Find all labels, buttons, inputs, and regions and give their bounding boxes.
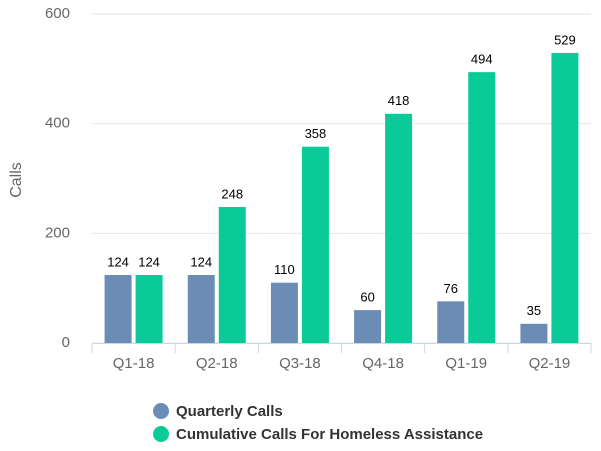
y-tick-label: 600	[45, 5, 70, 22]
value-label: 529	[554, 32, 576, 47]
value-label: 494	[471, 52, 493, 67]
bar	[385, 113, 413, 344]
bar	[301, 146, 329, 343]
bar	[437, 301, 465, 343]
bar	[135, 275, 163, 343]
bar	[551, 52, 579, 343]
value-label: 76	[444, 281, 458, 296]
bar	[218, 207, 246, 343]
value-label: 124	[138, 254, 160, 269]
x-tick-label: Q4-18	[362, 355, 404, 372]
value-label: 248	[221, 186, 243, 201]
bar	[104, 275, 132, 343]
y-tick-label: 400	[45, 115, 70, 132]
value-label: 124	[107, 254, 129, 269]
x-tick-label: Q1-18	[113, 355, 155, 372]
x-tick-label: Q1-19	[445, 355, 487, 372]
y-axis-label: Calls	[8, 162, 25, 198]
legend-label: Cumulative Calls For Homeless Assistance	[176, 426, 483, 443]
value-label: 358	[305, 126, 327, 141]
legend-label: Quarterly Calls	[176, 403, 283, 420]
legend-marker	[153, 426, 169, 442]
y-tick-label: 0	[62, 334, 70, 351]
bar	[187, 275, 215, 343]
value-label: 110	[274, 262, 295, 277]
x-tick-label: Q2-18	[196, 355, 238, 372]
bar	[270, 282, 298, 343]
legend-marker	[153, 403, 169, 419]
value-label: 60	[360, 290, 374, 305]
y-tick-label: 200	[45, 224, 70, 241]
value-label: 35	[527, 303, 541, 318]
x-tick-label: Q2-19	[529, 355, 571, 372]
bar	[520, 323, 548, 343]
x-tick-label: Q3-18	[279, 355, 321, 372]
value-label: 418	[388, 93, 410, 108]
value-label: 124	[190, 254, 212, 269]
bar	[468, 72, 496, 343]
bar	[354, 310, 382, 343]
